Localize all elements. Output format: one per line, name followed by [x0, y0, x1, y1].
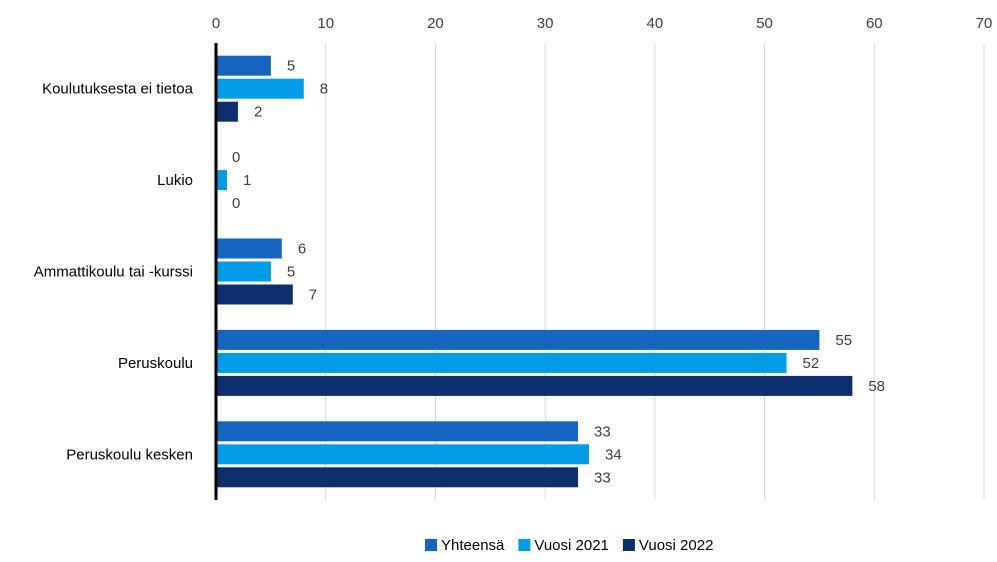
bars [216, 55, 853, 488]
legend-swatch [622, 539, 635, 551]
bar [216, 421, 579, 442]
data-label: 0 [232, 149, 240, 166]
bar [216, 352, 787, 373]
data-label: 55 [835, 332, 852, 349]
category-label: Peruskoulu [118, 355, 193, 372]
data-label: 0 [232, 195, 240, 212]
data-label: 2 [254, 104, 262, 121]
bar [216, 170, 227, 191]
data-label: 58 [868, 378, 885, 395]
value-tick-label: 60 [866, 15, 883, 32]
bar [216, 101, 238, 122]
bar [216, 284, 293, 305]
data-label: 1 [243, 172, 251, 189]
value-tick-label: 30 [537, 15, 554, 32]
value-tick-label: 20 [427, 15, 444, 32]
data-label: 5 [287, 264, 295, 281]
value-tick-label: 40 [647, 15, 664, 32]
data-label: 6 [298, 241, 306, 258]
value-tick-label: 70 [976, 15, 993, 32]
bar [216, 444, 590, 465]
data-label: 34 [605, 446, 622, 463]
data-label: 33 [594, 423, 611, 440]
value-tick-label: 50 [756, 15, 773, 32]
data-label: 5 [287, 58, 295, 75]
bar [216, 467, 579, 488]
bar [216, 55, 271, 76]
category-label: Koulutuksesta ei tietoa [42, 81, 194, 98]
bar [216, 329, 820, 350]
category-label: Ammattikoulu tai -kurssi [34, 264, 193, 281]
legend-label: Vuosi 2022 [639, 537, 714, 554]
category-label: Lukio [157, 172, 193, 189]
bar [216, 78, 304, 99]
legend-swatch [518, 539, 531, 551]
legend-label: Vuosi 2021 [534, 537, 609, 554]
value-tick-label: 10 [317, 15, 334, 32]
value-tick-label: 0 [212, 15, 220, 32]
bar [216, 238, 282, 259]
gridlines [325, 43, 985, 500]
data-label: 33 [594, 469, 611, 486]
data-label: 7 [309, 287, 317, 304]
value-axis-ticks: 0 10 20 30 40 50 60 70 [212, 15, 993, 32]
bar [216, 375, 853, 396]
bar [216, 261, 271, 282]
legend: Yhteensä Vuosi 2021 Vuosi 2022 [425, 537, 713, 554]
legend-swatch [425, 539, 437, 551]
data-label: 8 [320, 81, 328, 98]
legend-label: Yhteensä [441, 537, 505, 554]
category-labels: Koulutuksesta ei tietoa Lukio Ammattikoulu… [34, 81, 194, 464]
data-label: 52 [803, 355, 820, 372]
category-label: Peruskoulu kesken [66, 446, 193, 463]
